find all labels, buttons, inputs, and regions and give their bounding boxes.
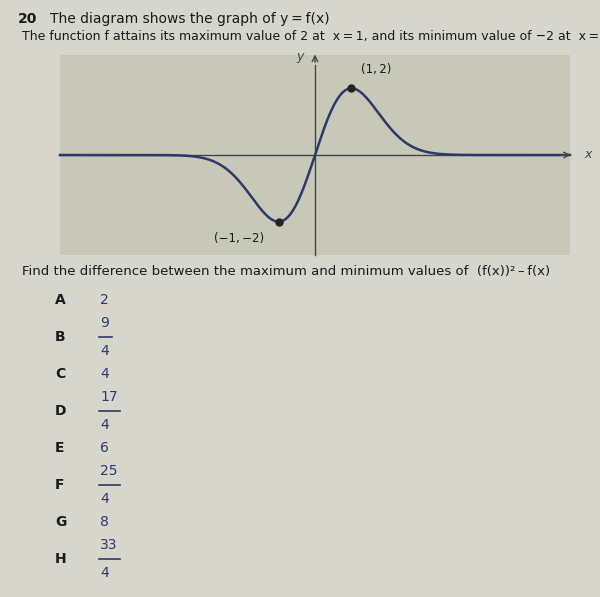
Text: 6: 6 bbox=[100, 441, 109, 455]
Text: 2: 2 bbox=[100, 293, 109, 307]
Text: F: F bbox=[55, 478, 65, 492]
Bar bbox=[60, 55, 570, 255]
Text: 4: 4 bbox=[100, 344, 109, 358]
Text: (−1, −2): (−1, −2) bbox=[214, 232, 263, 245]
Text: (1, 2): (1, 2) bbox=[361, 63, 392, 76]
Text: 20: 20 bbox=[18, 12, 37, 26]
Text: 17: 17 bbox=[100, 390, 118, 404]
Text: y: y bbox=[296, 50, 304, 63]
Text: 4: 4 bbox=[100, 418, 109, 432]
Text: 8: 8 bbox=[100, 515, 109, 529]
Text: The function f attains its maximum value of 2 at  x = 1, and its minimum value o: The function f attains its maximum value… bbox=[22, 30, 600, 43]
Text: Find the difference between the maximum and minimum values of  (f(x))² – f(x): Find the difference between the maximum … bbox=[22, 265, 550, 278]
Text: 33: 33 bbox=[100, 538, 118, 552]
Text: B: B bbox=[55, 330, 65, 344]
Text: x: x bbox=[584, 149, 592, 162]
Text: 4: 4 bbox=[100, 367, 109, 381]
Text: D: D bbox=[55, 404, 67, 418]
Text: The diagram shows the graph of y = f(x): The diagram shows the graph of y = f(x) bbox=[50, 12, 329, 26]
Text: G: G bbox=[55, 515, 67, 529]
Text: 25: 25 bbox=[100, 464, 118, 478]
Text: A: A bbox=[55, 293, 66, 307]
Text: 4: 4 bbox=[100, 492, 109, 506]
Text: 9: 9 bbox=[100, 316, 109, 330]
Text: E: E bbox=[55, 441, 65, 455]
Text: C: C bbox=[55, 367, 65, 381]
Text: H: H bbox=[55, 552, 67, 566]
Text: 4: 4 bbox=[100, 566, 109, 580]
